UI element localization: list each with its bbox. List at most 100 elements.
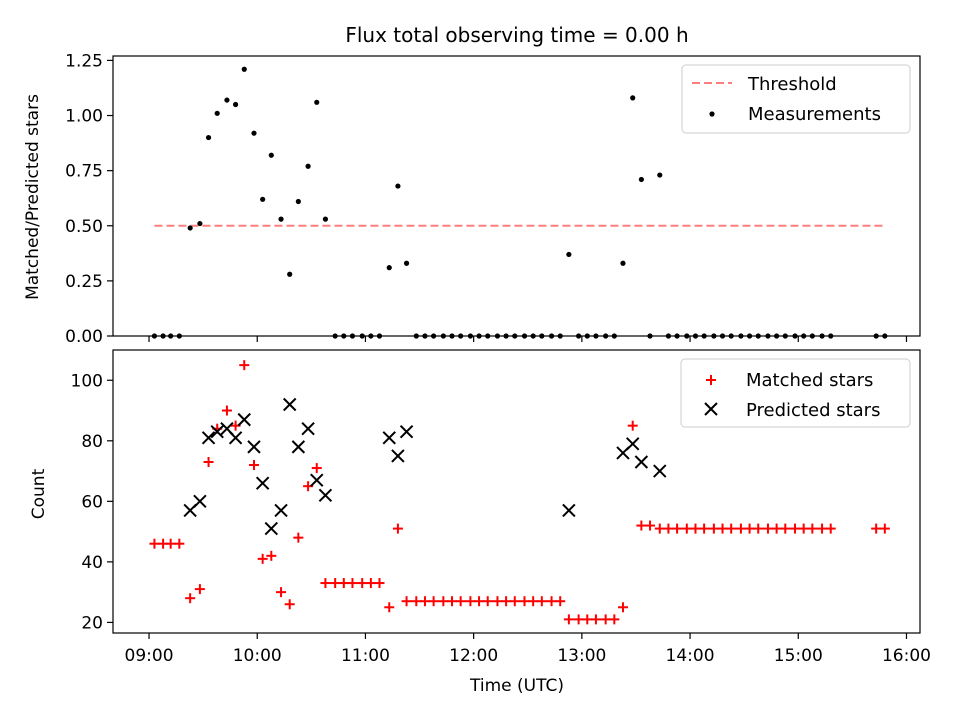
measurement-point	[232, 101, 239, 108]
bottom-x-tick-label: 11:00	[341, 646, 390, 666]
chart-title: Flux total observing time = 0.00 h	[345, 23, 688, 47]
matched-stars-point	[590, 614, 601, 625]
matched-stars-point	[347, 578, 358, 589]
predicted-stars-point	[255, 476, 270, 490]
measurement-point	[251, 130, 257, 136]
measurement-point	[197, 220, 203, 227]
matched-stars-point	[165, 538, 176, 549]
measurement-point	[395, 183, 401, 189]
matched-stars-point	[771, 523, 782, 534]
matched-stars-point	[627, 420, 638, 431]
matched-stars-point	[419, 596, 430, 607]
bottom-y-axis-label: Count	[29, 468, 49, 519]
top-y-tick-label: 0.00	[65, 327, 103, 347]
measurement-point	[287, 271, 293, 277]
matched-stars-point	[762, 523, 773, 534]
matched-stars-point	[790, 523, 801, 534]
matched-stars-point	[401, 596, 412, 607]
predicted-stars-point	[228, 431, 243, 445]
matched-stars-point	[257, 553, 268, 564]
top-y-tick-label: 1.25	[65, 51, 103, 71]
measurement-point	[638, 176, 644, 183]
bottom-x-tick-label: 14:00	[666, 646, 715, 666]
matched-stars-point	[293, 532, 304, 543]
measurements-legend-label: Measurements	[748, 104, 881, 125]
matched-stars-point	[374, 578, 385, 589]
measurement-point	[224, 97, 230, 103]
matched-stars-point	[573, 614, 584, 625]
bottom-axes: 20 40 60 80 100 09:00 10:00 11:00 12:00 13:00 14:0…	[71, 349, 931, 666]
measurement-point	[305, 163, 311, 169]
predicted-stars-point	[247, 440, 261, 454]
matched-stars-point	[455, 596, 466, 607]
matched-stars-point	[248, 460, 259, 471]
measurement-point	[268, 152, 274, 158]
bottom-axes-frame	[112, 349, 921, 634]
measurement-point	[278, 216, 284, 222]
matched-stars-point	[780, 523, 791, 534]
matched-stars-point	[338, 578, 349, 589]
predicted-stars-point	[282, 397, 297, 412]
bottom-plot: 20 40 60 80 100 09:00 10:00 11:00 12:00 13:00 14:0…	[71, 349, 931, 666]
bottom-x-tick-label: 12:00	[449, 646, 498, 666]
matched-stars-point	[717, 523, 728, 534]
bottom-x-tick-label: 09:00	[125, 646, 174, 666]
matched-stars-point	[536, 596, 547, 607]
matched-stars-point	[447, 596, 458, 607]
matched-stars-point	[753, 523, 764, 534]
bottom-y-tick-label: 100	[71, 371, 103, 391]
matched-stars-point	[735, 523, 746, 534]
matched-stars-point	[555, 596, 566, 607]
matched-stars-point	[681, 523, 692, 534]
top-y-tick-label: 0.25	[65, 272, 103, 292]
matched-stars-point	[817, 523, 828, 534]
matched-stars-point	[528, 596, 539, 607]
predicted-stars-point	[201, 431, 216, 445]
matched-stars-point	[609, 614, 620, 625]
matched-stars-point	[519, 596, 530, 607]
matched-stars-point	[411, 596, 422, 607]
measurement-point	[205, 134, 212, 141]
measurement-point	[241, 66, 247, 72]
matched-stars-point	[311, 463, 322, 474]
matched-stars-point	[708, 523, 719, 534]
matched-stars-point	[330, 578, 341, 589]
matched-stars-point	[672, 523, 683, 534]
measurement-point	[187, 225, 193, 231]
top-y-tick-label: 1.00	[65, 107, 103, 127]
measurement-point	[214, 110, 220, 116]
matched-stars-point	[509, 596, 520, 607]
matched-stars-point	[807, 523, 818, 534]
matched-stars-point	[663, 523, 674, 534]
top-axes-frame	[112, 55, 921, 337]
matched-stars-point	[645, 520, 656, 531]
matched-stars-point	[276, 587, 287, 598]
predicted-stars-point	[653, 464, 667, 478]
bottom-x-tick-label: 13:00	[557, 646, 606, 666]
matched-stars-point	[284, 599, 295, 610]
matched-stars-point	[744, 523, 755, 534]
x-axis-label: Time (UTC)	[469, 676, 564, 696]
bottom-legend: Matched stars Predicted stars	[680, 358, 911, 428]
top-y-axis-label: Matched/Predicted stars	[23, 94, 43, 300]
matched-stars-point	[320, 578, 331, 589]
matched-stars-point	[582, 614, 593, 625]
top-plot: 0.00 0.25 0.50 0.75 1.00 1.25 Threshold Measu…	[65, 51, 921, 347]
measurement-point	[657, 172, 663, 178]
predicted-stars-point	[301, 421, 315, 436]
measurement-point	[566, 251, 572, 258]
bottom-x-tick-label: 10:00	[233, 646, 282, 666]
matched-stars-point	[174, 538, 185, 549]
measurement-point	[322, 216, 329, 222]
matched-stars-point	[465, 596, 476, 607]
matched-stars-point	[636, 520, 647, 531]
top-y-tick-label: 0.75	[65, 162, 103, 182]
matched-legend-label: Matched stars	[746, 370, 873, 391]
matched-stars-point	[617, 602, 628, 613]
predicted-stars-point	[193, 494, 207, 509]
matched-stars-point	[392, 523, 403, 534]
measurement-point	[620, 260, 626, 266]
matched-stars-point	[798, 523, 809, 534]
matched-stars-point	[149, 538, 160, 549]
